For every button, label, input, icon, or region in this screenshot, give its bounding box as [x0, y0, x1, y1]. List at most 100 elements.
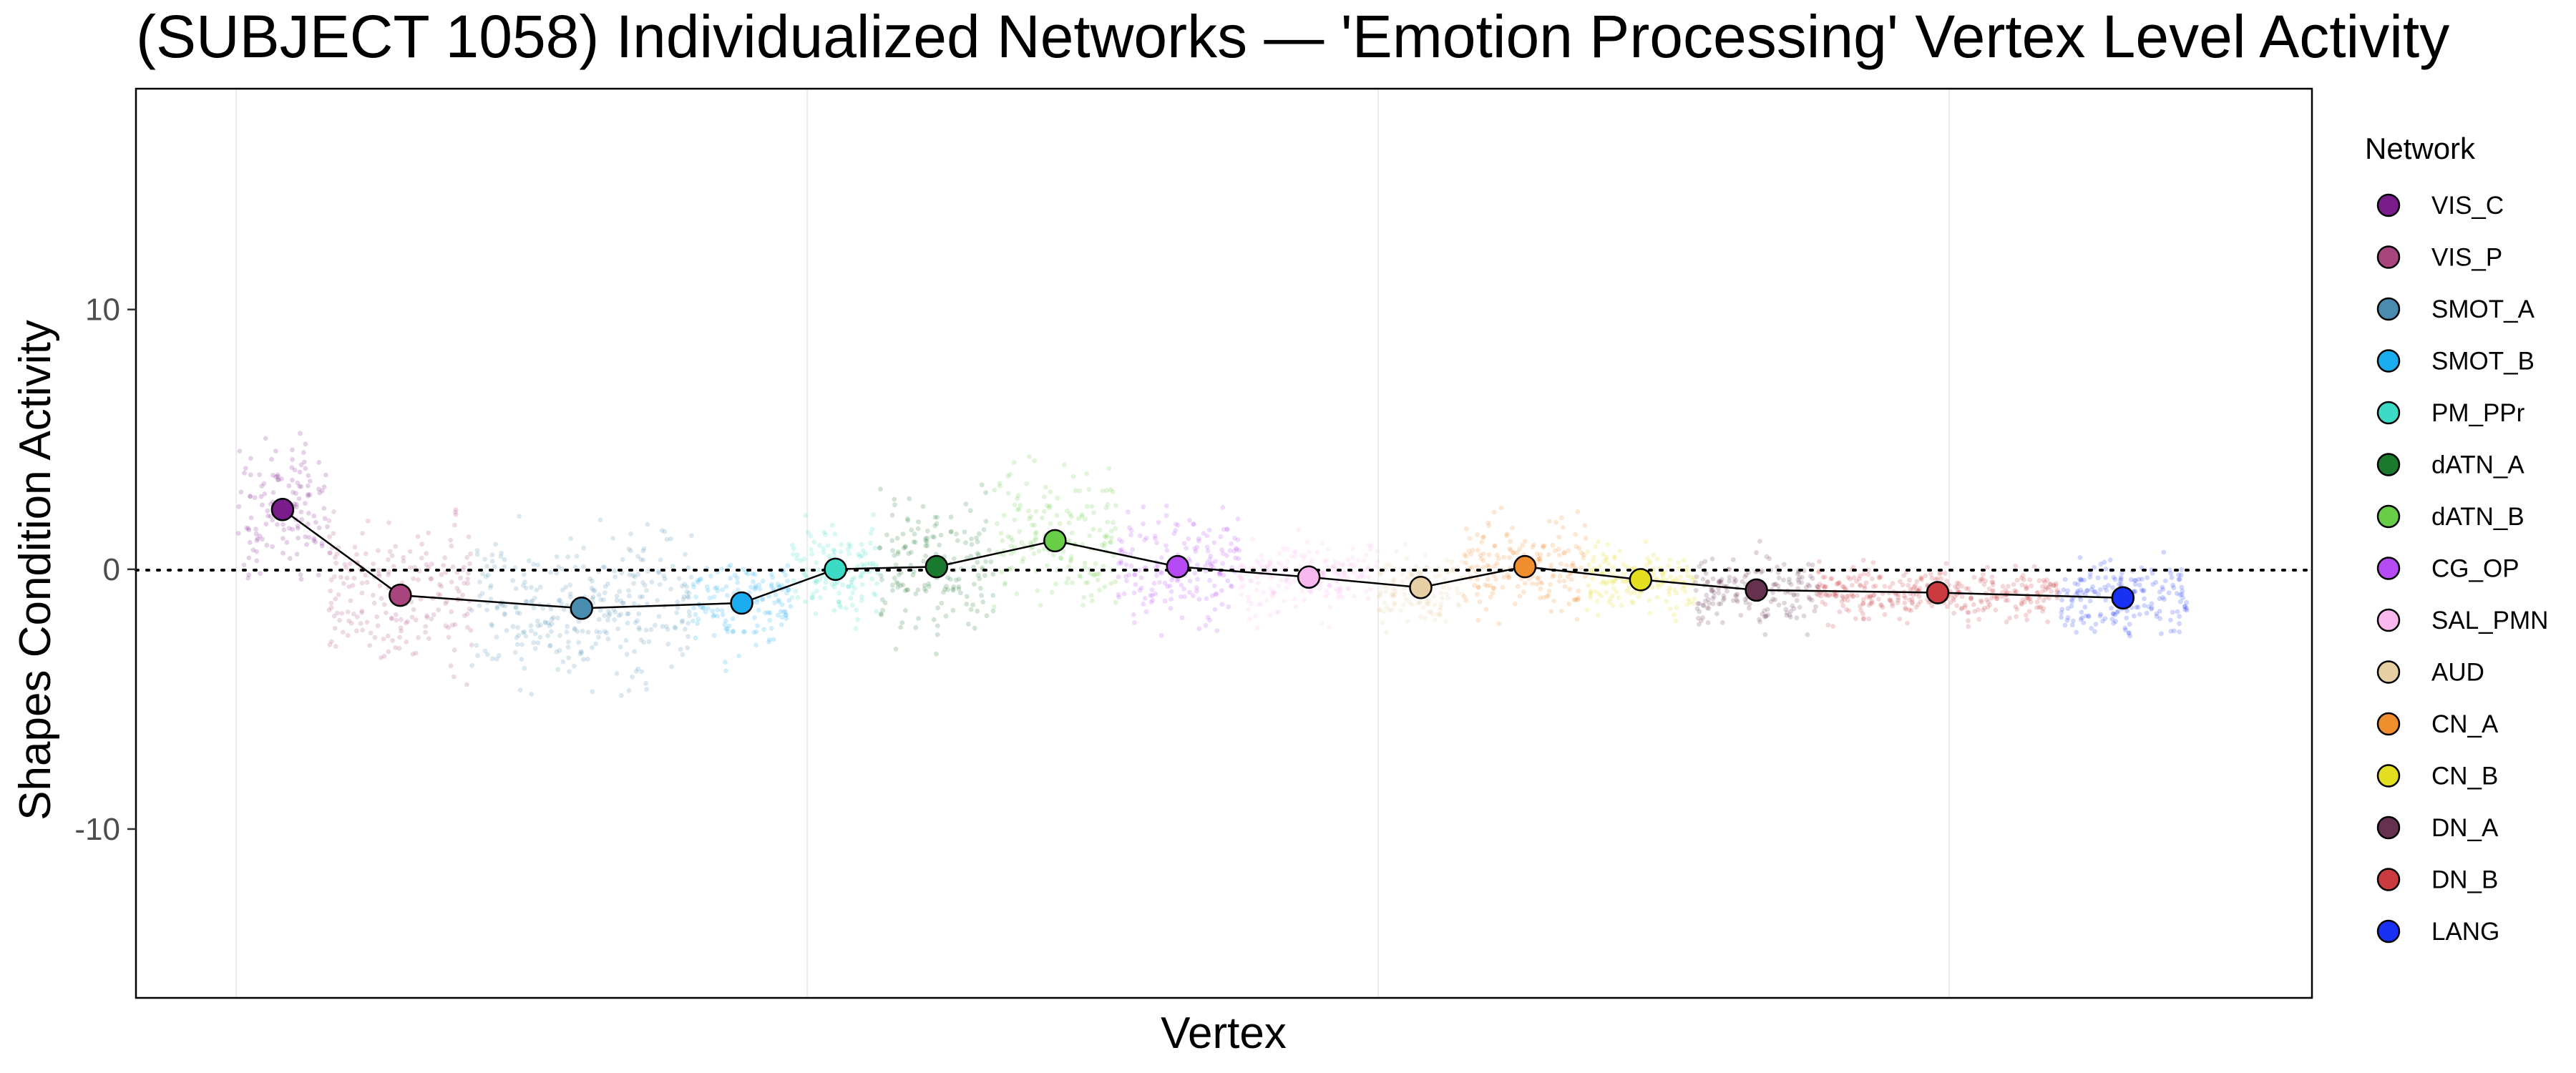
vertex-point: [2051, 583, 2057, 589]
vertex-point: [1289, 554, 1294, 559]
vertex-point: [317, 490, 323, 496]
vertex-point: [514, 605, 519, 610]
vertex-point: [1546, 519, 1552, 524]
vertex-point: [1903, 595, 1908, 601]
vertex-point: [431, 612, 436, 617]
vertex-point: [2102, 584, 2107, 590]
vertex-point: [1466, 549, 1472, 554]
vertex-point: [2024, 584, 2029, 589]
vertex-point: [1990, 582, 1996, 587]
vertex-point: [618, 644, 623, 650]
vertex-point: [2176, 577, 2182, 582]
vertex-point: [1721, 593, 1727, 598]
vertex-point: [492, 564, 497, 569]
vertex-point: [1954, 603, 1960, 608]
vertex-point: [839, 542, 844, 547]
vertex-point: [2092, 629, 2097, 635]
legend-key: [2376, 608, 2401, 632]
vertex-point: [1530, 581, 1535, 587]
vertex-point: [1066, 538, 1072, 544]
vertex-point: [1800, 574, 1805, 580]
vertex-point: [287, 556, 293, 562]
vertex-point: [1907, 577, 1912, 583]
vertex-point: [892, 553, 897, 558]
vertex-point: [1558, 608, 1564, 614]
vertex-point: [316, 572, 321, 578]
vertex-point: [514, 610, 520, 615]
vertex-point: [2059, 607, 2065, 612]
vertex-point: [776, 599, 781, 604]
vertex-point: [1042, 509, 1047, 514]
vertex-point: [2096, 592, 2102, 597]
vertex-point: [697, 577, 703, 582]
vertex-point: [557, 597, 562, 603]
vertex-point: [2110, 585, 2115, 590]
vertex-point: [691, 584, 696, 589]
vertex-point: [1803, 584, 1809, 590]
vertex-point: [453, 512, 459, 517]
vertex-point: [1375, 548, 1380, 554]
vertex-point: [2083, 613, 2089, 619]
mean-point-datn-b: [1043, 529, 1067, 553]
vertex-point: [1764, 554, 1770, 559]
vertex-point: [895, 549, 901, 554]
vertex-point: [1418, 614, 1423, 619]
vertex-point: [1438, 602, 1444, 607]
vertex-point: [1235, 537, 1241, 542]
vertex-point: [1083, 516, 1088, 522]
vertex-point: [585, 656, 590, 662]
vertex-point: [2102, 559, 2107, 565]
vertex-point: [981, 526, 987, 532]
vertex-point: [2123, 627, 2128, 633]
vertex-point: [1744, 572, 1749, 578]
vertex-point: [971, 564, 976, 570]
vertex-point: [675, 599, 680, 604]
vertex-point: [951, 556, 957, 562]
vertex-point: [1045, 503, 1050, 509]
vertex-point: [1822, 585, 1828, 591]
vertex-point: [1342, 570, 1347, 576]
vertex-point: [1432, 617, 1438, 623]
vertex-point: [755, 623, 760, 629]
vertex-point: [1141, 602, 1146, 607]
vertex-point: [1611, 554, 1617, 559]
vertex-point: [969, 536, 974, 542]
vertex-point: [1220, 551, 1226, 557]
vertex-point: [1844, 594, 1850, 599]
vertex-point: [2184, 607, 2190, 613]
vertex-point: [655, 569, 661, 574]
vertex-point: [537, 584, 543, 590]
vertex-point: [333, 560, 339, 566]
vertex-point: [1866, 602, 1872, 608]
vertex-point: [489, 559, 495, 564]
vertex-point: [871, 512, 876, 517]
vertex-point: [1254, 587, 1259, 593]
vertex-point: [2119, 570, 2124, 576]
vertex-point: [546, 620, 551, 626]
vertex-point: [1733, 578, 1739, 583]
vertex-point: [532, 646, 538, 652]
vertex-point: [1064, 509, 1070, 514]
vertex-point: [1938, 576, 1944, 582]
vertex-point: [1153, 536, 1158, 542]
vertex-point: [859, 542, 864, 547]
vertex-point: [656, 614, 662, 619]
vertex-point: [510, 624, 516, 629]
vertex-point: [294, 501, 299, 507]
vertex-point: [1424, 602, 1430, 607]
legend-key: [2376, 453, 2401, 476]
vertex-point: [448, 663, 454, 669]
vertex-point: [1150, 597, 1156, 603]
vertex-point: [1070, 580, 1075, 585]
vertex-point: [519, 657, 525, 662]
vertex-point: [2149, 607, 2154, 612]
vertex-point: [1908, 608, 1914, 613]
vertex-point: [972, 582, 977, 587]
vertex-point: [1028, 514, 1033, 519]
vertex-point: [516, 632, 522, 638]
vertex-point: [2034, 599, 2040, 605]
vertex-point: [814, 579, 819, 584]
vertex-point: [1954, 580, 1960, 586]
vertex-point: [333, 596, 338, 602]
vertex-point: [1028, 540, 1033, 545]
